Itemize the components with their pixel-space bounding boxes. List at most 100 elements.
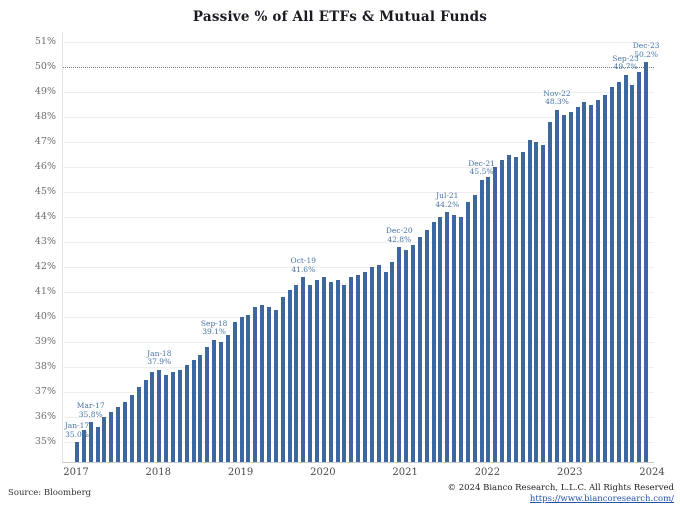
gridline: [63, 167, 654, 168]
reference-line-50pct: [63, 67, 654, 68]
bar: [253, 307, 258, 462]
bar: [129, 394, 134, 462]
x-tick-label: 2018: [145, 467, 172, 478]
annotation: Jul-21 44.2%: [435, 191, 460, 209]
bar: [630, 84, 635, 462]
bar: [81, 429, 86, 462]
y-tick-label: 36%: [34, 411, 56, 422]
source-label: Source: Bloomberg: [8, 488, 92, 498]
x-tick-label: 2019: [227, 467, 254, 478]
bar: [212, 339, 217, 462]
bar: [438, 217, 443, 462]
gridline: [63, 242, 654, 243]
bar: [623, 74, 628, 462]
bar: [561, 114, 566, 462]
annotation: Dec-23 50.2%: [632, 41, 660, 59]
bar: [376, 264, 381, 462]
bar: [164, 374, 169, 462]
bar: [520, 152, 525, 462]
bar: [136, 387, 141, 462]
bar: [397, 247, 402, 462]
y-tick-label: 41%: [34, 286, 56, 297]
bar: [596, 99, 601, 462]
bar: [404, 249, 409, 462]
y-tick-label: 35%: [34, 436, 56, 447]
bar: [609, 87, 614, 462]
bar: [198, 354, 203, 462]
bar: [411, 244, 415, 462]
bar: [527, 139, 532, 462]
bar: [424, 229, 429, 462]
bar: [171, 372, 175, 462]
bar: [150, 372, 155, 462]
bar: [356, 274, 361, 462]
bar: [123, 402, 127, 462]
bar: [116, 407, 121, 462]
annotation: Nov-22 48.3%: [543, 88, 571, 106]
bar: [459, 217, 463, 462]
bar: [301, 277, 306, 462]
annotation: Dec-20 42.8%: [385, 226, 413, 244]
gridline: [63, 192, 654, 193]
y-tick-label: 42%: [34, 261, 56, 272]
gridline: [63, 217, 654, 218]
bar: [534, 142, 539, 462]
bar: [143, 379, 148, 462]
bar: [321, 277, 326, 462]
y-tick-label: 37%: [34, 386, 56, 397]
bar: [390, 262, 395, 462]
annotation: Sep-23 49.7%: [612, 53, 639, 71]
chart-title: Passive % of All ETFs & Mutual Funds: [192, 9, 488, 25]
bar: [267, 307, 271, 462]
bar: [342, 284, 347, 462]
bar: [472, 194, 477, 462]
bar: [513, 157, 518, 462]
bar: [465, 202, 470, 462]
bar: [184, 364, 189, 462]
bar: [109, 412, 114, 462]
bar: [493, 167, 498, 462]
x-tick-label: 2021: [392, 467, 418, 478]
bar: [486, 177, 491, 462]
bar: [500, 159, 505, 462]
bar: [589, 104, 594, 462]
y-tick-label: 43%: [34, 236, 56, 247]
bar: [287, 289, 292, 462]
plot-area: Jan-17 35.0% Mar-17 35.8% Jan-18 37.9% Sep-18 3…: [62, 32, 660, 463]
bar: [95, 427, 100, 462]
bar: [417, 237, 422, 462]
bar: [452, 214, 457, 462]
bar: [507, 154, 511, 462]
y-tick-label: 51%: [34, 36, 56, 47]
bar: [75, 442, 79, 462]
y-tick-label: 48%: [34, 111, 56, 122]
bar: [479, 179, 484, 462]
bar: [177, 369, 182, 462]
bar: [541, 144, 546, 462]
annotation: Jan-17 35.0%: [64, 421, 90, 439]
x-tick-label: 2020: [310, 467, 336, 478]
bar: [246, 314, 251, 462]
bar: [232, 322, 237, 462]
y-tick-label: 44%: [34, 211, 56, 222]
bar: [548, 122, 553, 462]
bar: [239, 317, 244, 462]
bar: [568, 112, 573, 462]
x-tick-label: 2017: [63, 467, 89, 478]
annotation: Jan-18 37.9%: [147, 348, 172, 366]
bar: [383, 272, 388, 462]
y-tick-label: 50%: [34, 61, 56, 72]
y-tick-label: 39%: [34, 336, 56, 347]
bar: [315, 279, 319, 462]
bar: [575, 107, 580, 462]
bar: [603, 94, 607, 462]
bar: [219, 342, 223, 462]
bar: [369, 267, 374, 462]
bar: [555, 109, 559, 462]
gridline: [63, 42, 654, 43]
website-link[interactable]: https://www.biancoresearch.com/: [529, 494, 674, 504]
bar: [328, 282, 333, 462]
bar: [225, 334, 230, 462]
y-tick-label: 47%: [34, 136, 56, 147]
